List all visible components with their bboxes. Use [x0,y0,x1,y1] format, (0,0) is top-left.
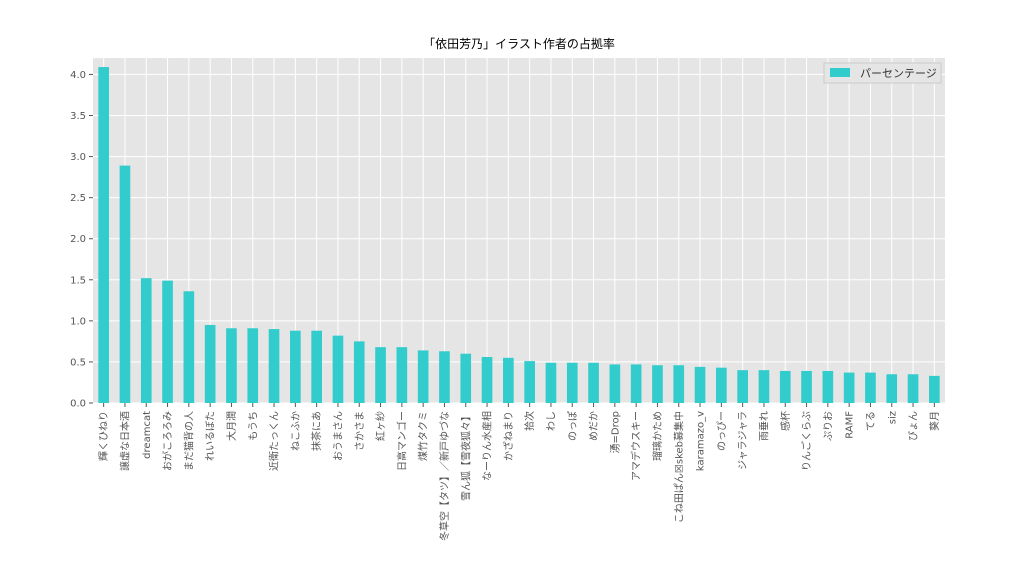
bar [737,370,748,403]
y-tick-label: 2.5 [70,193,86,204]
bar [311,330,322,403]
bar [268,329,280,403]
x-tick-label: 雨垂れ [758,411,770,441]
x-tick-label: のっぽ [567,411,579,441]
x-tick-label: りんごくらぶ [800,411,813,471]
bar [545,362,557,403]
plot-background [93,58,945,403]
bar [481,357,493,403]
bar [694,366,706,403]
x-tick-label: アマデウスキー [630,411,643,481]
x-axis: 輝くひねり 譲虚な日本酒 dreamcat おがころろみ まだ猫背の人 れいるぼた 大月潤も… [98,403,941,541]
x-tick-label: 日高マンゴー [395,411,408,471]
x-tick-label: さかさま [354,411,366,451]
legend-label: パーセンテージ [860,67,937,80]
bar [843,372,855,403]
x-tick-label: 紅ヶ紗 [375,411,387,441]
y-tick-label: 0.0 [70,399,86,410]
y-tick-label: 1.0 [70,316,86,327]
x-tick-label: RAMF [845,411,856,439]
x-tick-label: おうまさん [332,411,344,461]
bar [119,165,131,403]
bar [865,372,876,403]
bar [779,370,791,403]
x-tick-label: 雪ん狐【雪夜狐々】 [459,411,472,501]
x-tick-label: もうち [247,411,259,441]
legend-swatch [830,68,850,77]
x-tick-label: 譲虚な日本酒 [118,411,131,471]
x-tick-label: 葵月 [929,411,941,431]
x-tick-label: まだ猫背の人 [182,411,195,471]
x-tick-label: 瑠璃かため [651,411,664,461]
y-tick-label: 4.0 [70,70,86,81]
bar [609,364,621,403]
x-tick-label: 抹茶にあ [310,411,323,451]
bar [226,328,237,403]
bar [183,291,195,403]
bar [439,351,450,403]
x-tick-label: ねこふか [290,411,302,451]
x-tick-label: 湧=Drop [609,411,621,453]
bar [588,362,599,403]
x-tick-label: れいるぼた [205,411,217,461]
bar [375,347,386,403]
x-tick-label: dreamcat [142,411,153,459]
x-tick-label: わし [545,411,557,431]
x-tick-label: ぴょん [908,411,920,441]
x-tick-label: karamazo_v [696,411,707,471]
bar [758,370,770,403]
x-tick-label: 冬草空【タツ】／新戸ゆづな [438,411,451,541]
x-tick-label: ぷりお [822,411,834,441]
legend: パーセンテージ [823,62,942,84]
bar [460,353,472,403]
x-tick-label: 拾次 [523,411,536,431]
bar [503,357,514,403]
bar [652,365,663,403]
bar [353,341,365,403]
bar [929,375,940,403]
x-tick-label: かざねまり [502,411,515,461]
x-tick-label: 感杯 [779,411,792,431]
bar [822,370,834,403]
bar [140,278,152,403]
bars [98,67,940,404]
x-tick-label: こね田ぱん☒skeb募集中 [672,411,685,523]
bar [162,280,173,403]
x-tick-label: 大月潤 [225,411,238,441]
x-tick-label: 煤竹タクミ [417,411,430,461]
y-axis: 0.0 0.5 1.0 1.5 2.0 2.5 3.0 3.5 4.0 [70,70,93,410]
bar [332,335,344,403]
y-tick-label: 3.0 [70,152,86,163]
bar [417,350,429,403]
x-tick-label: てる [865,411,877,431]
bar [673,365,685,403]
x-tick-label: ジャラジャラ [737,411,749,470]
bar [204,324,216,403]
x-tick-label: siz [887,411,898,424]
x-tick-label: めだか [588,411,600,441]
bar [290,330,301,403]
y-tick-label: 3.5 [70,111,86,122]
bar [396,347,408,403]
y-tick-label: 2.0 [70,234,86,245]
bar [716,367,727,403]
x-tick-label: のっぴー [716,411,728,451]
x-tick-label: 輝くひねり [98,411,110,461]
x-tick-label: おがころろみ [161,411,174,471]
bar [98,67,109,404]
x-tick-label: 近衛たっくん [268,411,281,471]
bar [801,370,812,403]
bar [886,374,898,403]
bar [524,361,535,403]
y-tick-label: 0.5 [70,357,86,368]
bar [247,328,259,403]
bar [630,364,642,403]
bar [566,362,578,403]
legend-box [823,62,942,84]
y-tick-label: 1.5 [70,275,86,286]
x-tick-label: なーりん水産相 [481,411,494,481]
bar [907,374,919,403]
chart-title: 「依田芳乃」イラスト作者の占拠率 [423,36,615,51]
